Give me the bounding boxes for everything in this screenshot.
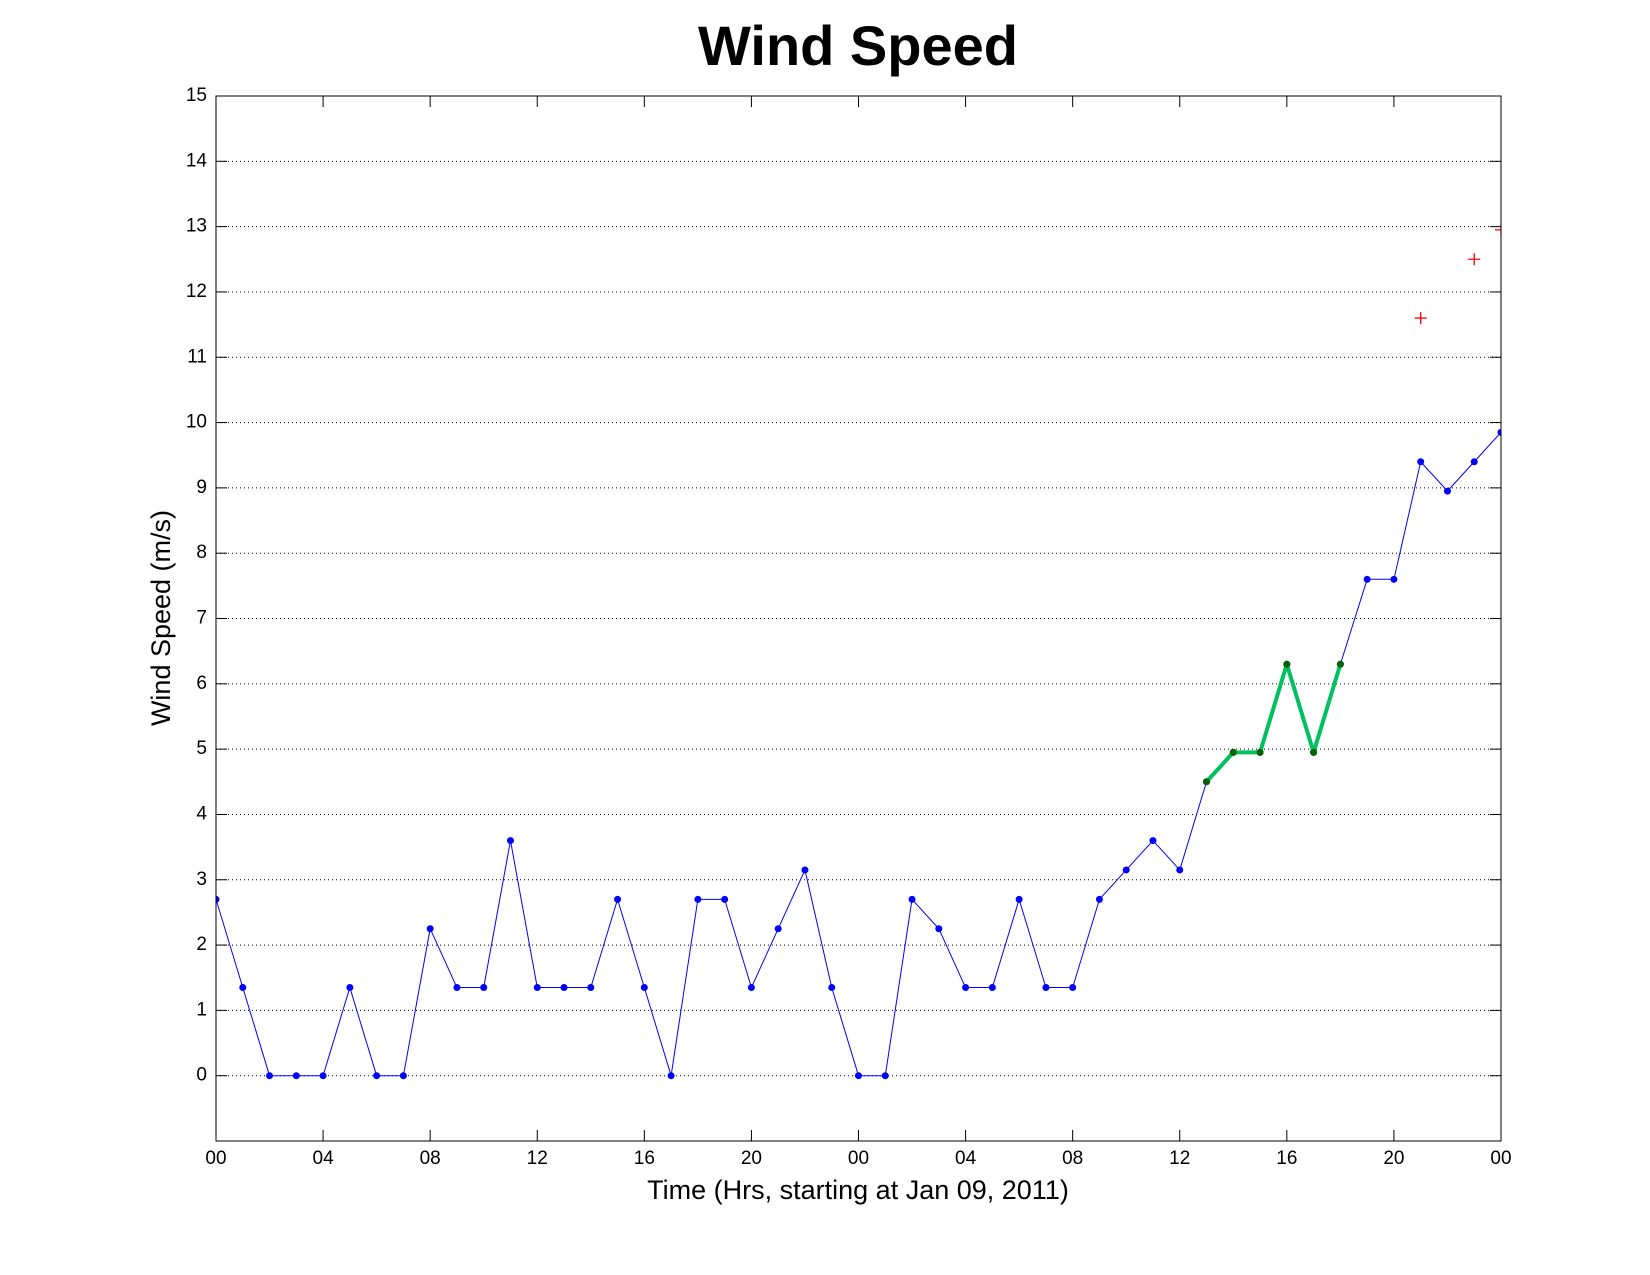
point <box>1095 895 1103 903</box>
point <box>1042 984 1050 992</box>
point <box>640 984 648 992</box>
point <box>828 984 836 992</box>
point <box>506 837 514 845</box>
x-tick-label: 00 <box>848 1148 869 1169</box>
x-tick-label: 00 <box>205 1148 226 1169</box>
point <box>1468 253 1481 266</box>
point <box>935 925 943 933</box>
point <box>881 1072 889 1080</box>
y-tick-label: 2 <box>196 934 207 955</box>
y-tick-label: 4 <box>196 803 207 824</box>
y-tick-label: 15 <box>186 85 207 106</box>
point <box>1069 984 1077 992</box>
x-axis-label: Time (Hrs, starting at Jan 09, 2011) <box>647 1175 1069 1205</box>
point <box>1149 837 1157 845</box>
y-tick-label: 13 <box>186 216 207 237</box>
x-tick-label: 08 <box>420 1148 441 1169</box>
point <box>1414 312 1427 325</box>
point <box>1229 748 1237 756</box>
point <box>1256 748 1264 756</box>
point <box>855 1072 862 1080</box>
y-tick-label: 8 <box>196 542 207 563</box>
point <box>480 984 488 992</box>
y-tick-label: 12 <box>186 281 207 302</box>
point <box>721 895 729 903</box>
x-tick-label: 16 <box>1276 1148 1297 1169</box>
point <box>533 984 541 992</box>
point <box>560 984 568 992</box>
y-tick-label: 3 <box>196 869 207 890</box>
y-tick-label: 5 <box>196 738 207 759</box>
point <box>1310 748 1318 756</box>
point <box>1203 778 1211 786</box>
point <box>292 1072 300 1080</box>
y-tick-label: 1 <box>196 999 207 1020</box>
point <box>453 984 461 992</box>
x-tick-label: 16 <box>634 1148 655 1169</box>
point <box>1443 487 1451 495</box>
point <box>587 984 595 992</box>
x-tick-label: 04 <box>313 1148 335 1169</box>
x-tick-label: 00 <box>1490 1148 1511 1169</box>
x-tick-label: 08 <box>1062 1148 1083 1169</box>
chart-title: Wind Speed <box>698 14 1018 77</box>
y-tick-label: 7 <box>196 608 207 629</box>
x-tick-label: 12 <box>1169 1148 1190 1169</box>
y-axis-label: Wind Speed (m/s) <box>146 510 176 726</box>
point <box>426 925 434 933</box>
point <box>1283 660 1291 668</box>
x-tick-label: 20 <box>1383 1148 1404 1169</box>
point <box>1363 575 1371 583</box>
point <box>346 984 354 992</box>
point <box>614 895 622 903</box>
point <box>373 1072 381 1080</box>
x-tick-label: 12 <box>527 1148 548 1169</box>
point <box>1176 866 1184 874</box>
plot-frame <box>215 95 1502 1142</box>
point <box>266 1072 274 1080</box>
y-tick-label: 0 <box>196 1065 207 1086</box>
point <box>908 895 916 903</box>
x-tick-label: 04 <box>955 1148 977 1169</box>
point <box>1495 223 1501 236</box>
point <box>239 984 247 992</box>
point <box>1336 660 1344 668</box>
point <box>1390 575 1398 583</box>
series-line <box>216 432 1501 1077</box>
y-tick-label: 9 <box>196 477 207 498</box>
point <box>747 984 755 992</box>
point <box>216 895 220 903</box>
x-tick-label: 20 <box>741 1148 762 1169</box>
point <box>1015 895 1023 903</box>
point <box>1470 458 1478 466</box>
point <box>319 1072 327 1080</box>
y-tick-label: 10 <box>186 412 207 433</box>
y-tick-label: 14 <box>186 150 208 171</box>
point <box>1122 866 1130 874</box>
plot-area <box>216 223 1501 1080</box>
point <box>774 925 782 933</box>
y-tick-label: 6 <box>196 673 207 694</box>
point <box>962 984 970 992</box>
point <box>667 1072 675 1080</box>
point <box>988 984 996 992</box>
point <box>1417 458 1425 466</box>
point <box>801 866 809 874</box>
point <box>694 895 702 903</box>
point <box>399 1072 407 1080</box>
y-tick-label: 11 <box>187 346 207 367</box>
point <box>1497 428 1501 436</box>
series-line <box>1205 662 1343 784</box>
